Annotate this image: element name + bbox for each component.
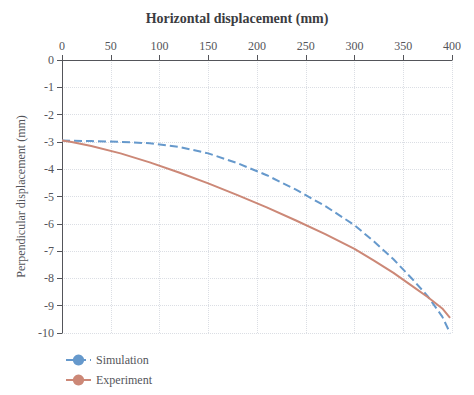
svg-text:-10: -10	[38, 326, 54, 340]
svg-text:Experiment: Experiment	[96, 373, 153, 387]
svg-text:400: 400	[443, 39, 461, 53]
svg-text:150: 150	[199, 39, 217, 53]
svg-text:250: 250	[297, 39, 315, 53]
svg-text:350: 350	[394, 39, 412, 53]
svg-text:Perpendicular displacement (mm: Perpendicular displacement (mm)	[14, 115, 28, 278]
svg-text:-1: -1	[44, 80, 54, 94]
svg-text:0: 0	[59, 39, 65, 53]
svg-text:-9: -9	[44, 299, 54, 313]
svg-text:-5: -5	[44, 190, 54, 204]
svg-text:-3: -3	[44, 135, 54, 149]
svg-text:-6: -6	[44, 217, 54, 231]
svg-text:-8: -8	[44, 271, 54, 285]
svg-text:Simulation: Simulation	[96, 353, 149, 367]
svg-text:-4: -4	[44, 162, 54, 176]
svg-text:Horizontal displacement (mm): Horizontal displacement (mm)	[146, 11, 329, 27]
svg-text:200: 200	[248, 39, 266, 53]
svg-text:100: 100	[151, 39, 169, 53]
svg-text:-2: -2	[44, 108, 54, 122]
svg-text:-7: -7	[44, 244, 54, 258]
svg-text:50: 50	[105, 39, 117, 53]
svg-text:0: 0	[48, 53, 54, 67]
svg-text:300: 300	[346, 39, 364, 53]
